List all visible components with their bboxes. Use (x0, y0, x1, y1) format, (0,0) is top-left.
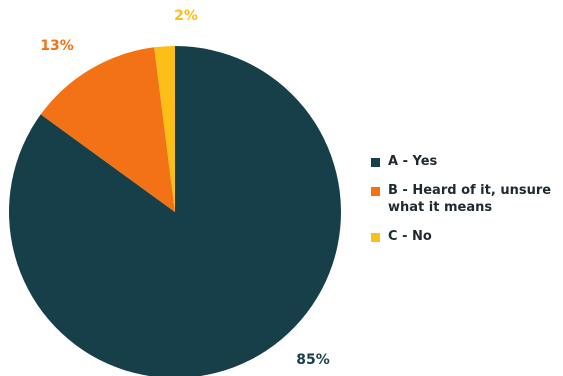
legend-item-c-no[interactable]: C - No (371, 228, 561, 245)
slice-percent-label-a: 85% (296, 352, 330, 368)
legend-swatch-c-no (371, 233, 380, 242)
slice-percent-label-b: 13% (40, 38, 74, 54)
legend-swatch-a-yes (371, 158, 380, 167)
pie-slice-a[interactable] (9, 46, 341, 376)
legend-label-a-yes: A - Yes (388, 154, 438, 169)
slice-percent-label-c: 2% (174, 8, 198, 24)
legend-label-b-heard-of-it: B - Heard of it, unsure what it means (388, 183, 552, 215)
legend-swatch-b-heard-of-it (371, 187, 380, 196)
legend: A - Yes B - Heard of it, unsure what it … (371, 153, 561, 257)
pie-slice-b[interactable] (40, 47, 175, 212)
slice-labels: 85% 13% 2% (40, 8, 330, 368)
pie-slice-c[interactable] (154, 46, 175, 212)
legend-item-b-heard-of-it[interactable]: B - Heard of it, unsure what it means (371, 182, 561, 216)
pie-slices (9, 46, 341, 376)
legend-item-a-yes[interactable]: A - Yes (371, 153, 561, 170)
legend-label-c-no: C - No (388, 229, 432, 244)
